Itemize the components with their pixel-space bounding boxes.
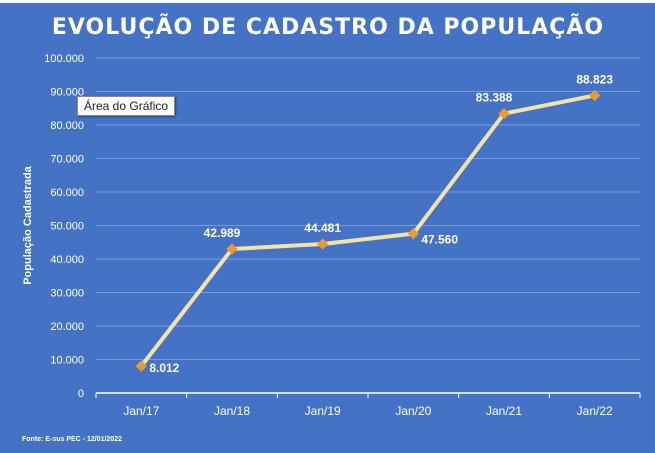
y-tick-label: 70.000 xyxy=(50,154,84,166)
y-tick-label: 60.000 xyxy=(50,187,84,199)
source-note: Fonte: E-sus PEC - 12/01/2022 xyxy=(22,436,122,443)
y-tick-label: 40.000 xyxy=(50,254,84,266)
x-tick-label: Jan/21 xyxy=(486,404,522,418)
y-axis-label: População Cadastrada xyxy=(22,165,34,284)
y-tick-label: 80.000 xyxy=(50,120,84,132)
data-point xyxy=(407,228,419,240)
y-tick-label: 30.000 xyxy=(50,288,84,300)
x-tick-label: Jan/18 xyxy=(214,404,250,418)
y-tick-label: 50.000 xyxy=(50,221,84,233)
data-label: 47.560 xyxy=(421,233,458,247)
y-tick-label: 20.000 xyxy=(50,321,84,333)
chart-area-tooltip: Área do Gráfico xyxy=(77,96,176,116)
chart-title: EVOLUÇÃO DE CADASTRO DA POPULAÇÃO xyxy=(52,14,604,40)
x-tick-label: Jan/20 xyxy=(395,404,431,418)
chart-background xyxy=(0,3,655,453)
data-label: 44.481 xyxy=(304,221,341,235)
y-tick-label: 0 xyxy=(78,388,84,400)
y-tick-label: 90.000 xyxy=(50,87,84,99)
data-point xyxy=(135,360,147,372)
data-label: 88.823 xyxy=(576,72,613,86)
x-tick-label: Jan/17 xyxy=(123,404,159,418)
series-line xyxy=(139,93,596,368)
data-label: 83.388 xyxy=(476,91,513,105)
y-tick-label: 10.000 xyxy=(50,355,84,367)
x-tick-label: Jan/22 xyxy=(577,404,613,418)
data-label: 8.012 xyxy=(149,361,179,375)
x-tick-label: Jan/19 xyxy=(305,404,341,418)
data-point xyxy=(317,238,329,250)
y-tick-label: 100.000 xyxy=(44,53,84,65)
data-point xyxy=(226,243,238,255)
data-label: 42.989 xyxy=(204,226,241,240)
